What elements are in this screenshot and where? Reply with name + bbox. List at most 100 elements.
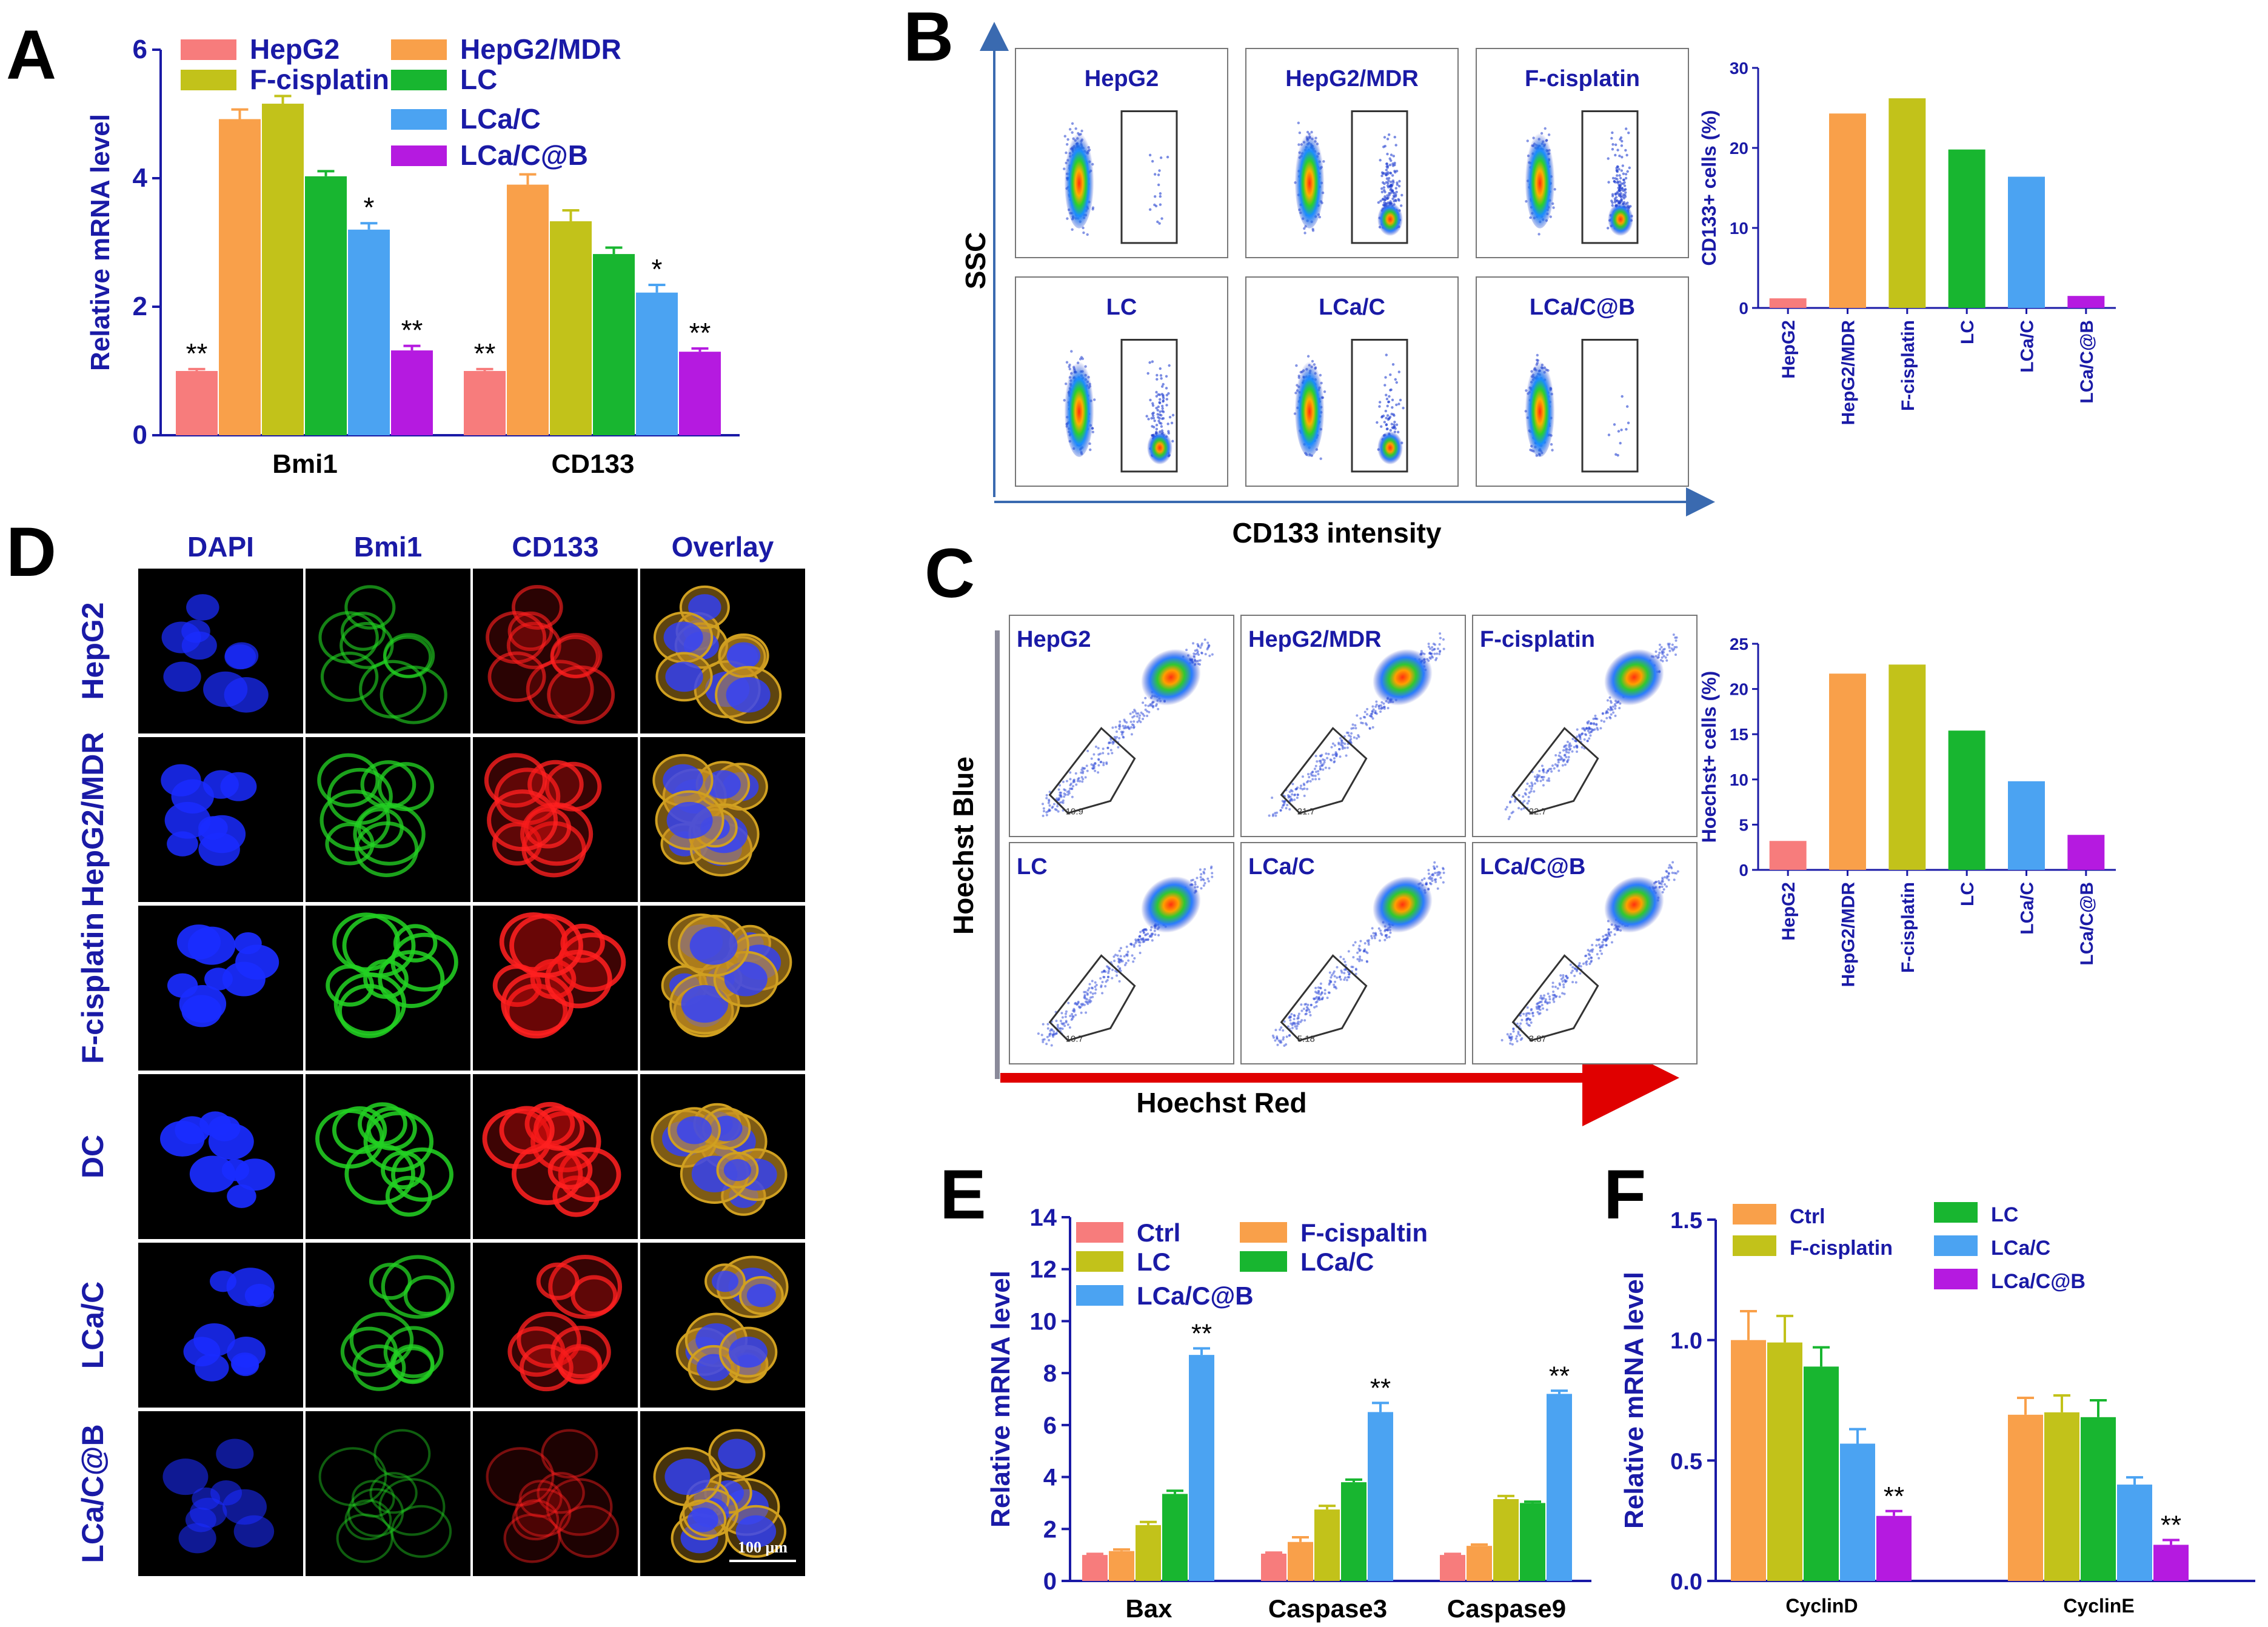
event-dot bbox=[1566, 748, 1569, 751]
event-dot bbox=[1556, 987, 1559, 990]
x-tick-label: HepG2/MDR bbox=[1839, 320, 1859, 426]
event-dot bbox=[1132, 724, 1135, 727]
event-dot bbox=[1668, 646, 1671, 649]
y-tick-label: 0 bbox=[1739, 861, 1748, 880]
event-dot bbox=[1104, 984, 1107, 987]
event-dot bbox=[1673, 878, 1676, 881]
event-dot bbox=[1528, 1018, 1531, 1021]
event-dot bbox=[1563, 992, 1566, 995]
event-dot bbox=[1617, 183, 1621, 186]
event-dot bbox=[1308, 775, 1311, 778]
nucleus bbox=[210, 1271, 237, 1292]
event-dot bbox=[1330, 980, 1333, 983]
event-dot bbox=[1591, 948, 1594, 951]
event-dot bbox=[1299, 1020, 1302, 1023]
nucleus bbox=[216, 1438, 254, 1469]
event-dot bbox=[1211, 653, 1214, 656]
event-dot bbox=[1600, 719, 1603, 722]
legend-swatch bbox=[1934, 1235, 1978, 1256]
event-dot bbox=[1359, 955, 1362, 958]
event-dot bbox=[1352, 956, 1355, 959]
event-dot bbox=[1157, 393, 1160, 396]
event-dot bbox=[1122, 724, 1125, 727]
event-dot bbox=[1081, 780, 1084, 783]
event-dot bbox=[1274, 1029, 1277, 1032]
legend-label: LCa/C@B bbox=[460, 139, 588, 171]
event-dot bbox=[1564, 753, 1567, 757]
event-dot bbox=[1282, 1029, 1285, 1032]
event-dot bbox=[1561, 992, 1564, 995]
event-dot bbox=[1585, 963, 1588, 966]
event-dot bbox=[1279, 1028, 1282, 1031]
event-dot bbox=[1200, 651, 1203, 654]
significance-mark: ** bbox=[1191, 1318, 1212, 1348]
event-dot bbox=[1377, 927, 1380, 930]
cd133-signal bbox=[512, 1499, 560, 1541]
event-dot bbox=[1531, 785, 1534, 788]
event-dot bbox=[1094, 762, 1097, 765]
event-dot bbox=[1432, 874, 1435, 877]
event-dot bbox=[1317, 772, 1320, 775]
event-dot bbox=[1668, 643, 1671, 646]
event-dot bbox=[1151, 360, 1154, 363]
event-dot bbox=[1055, 1032, 1058, 1035]
event-dot bbox=[1153, 173, 1157, 176]
event-dot bbox=[1667, 875, 1670, 878]
legend-swatch bbox=[181, 39, 236, 60]
y-tick-label: 1.0 bbox=[1670, 1329, 1702, 1354]
event-dot bbox=[1330, 746, 1333, 749]
event-dot bbox=[1050, 1044, 1053, 1047]
event-dot bbox=[1106, 975, 1109, 978]
bmi1-signal bbox=[357, 807, 404, 849]
event-dot bbox=[1365, 960, 1368, 963]
bar-hepg2 bbox=[1769, 298, 1807, 308]
event-dot bbox=[1159, 374, 1163, 377]
event-dot bbox=[1579, 736, 1582, 739]
event-dot bbox=[1106, 746, 1109, 749]
event-dot bbox=[1343, 746, 1346, 749]
legend-label: LCa/C@B bbox=[1991, 1270, 2086, 1293]
event-dot bbox=[1520, 1018, 1524, 1021]
event-dot bbox=[1052, 1030, 1055, 1033]
event-dot bbox=[1539, 1012, 1542, 1015]
event-dot bbox=[1297, 1014, 1300, 1017]
event-dot bbox=[1601, 952, 1604, 955]
event-dot bbox=[1122, 735, 1125, 738]
event-dot bbox=[1148, 710, 1151, 713]
event-dot bbox=[1539, 997, 1542, 1000]
event-dot bbox=[1671, 871, 1674, 874]
event-dot bbox=[1075, 783, 1078, 786]
event-dot bbox=[1320, 991, 1323, 994]
event-dot bbox=[1333, 757, 1336, 760]
event-dot bbox=[1627, 421, 1630, 424]
event-dot bbox=[1077, 777, 1080, 780]
bar-ctrl bbox=[1731, 1340, 1766, 1581]
x-tick-label: F-cisplatin bbox=[1898, 882, 1918, 973]
event-dot bbox=[1157, 934, 1160, 937]
event-dot bbox=[1279, 1040, 1282, 1043]
event-dot bbox=[1380, 934, 1383, 937]
bar-f-cisplatin bbox=[262, 104, 304, 436]
event-dot bbox=[1522, 795, 1525, 798]
event-dot bbox=[1511, 810, 1514, 814]
micrograph-cd133 bbox=[473, 906, 638, 1071]
x-tick-label: F-cisplatin bbox=[1898, 320, 1918, 411]
event-dot bbox=[1160, 425, 1163, 428]
event-dot bbox=[1380, 425, 1383, 428]
event-dot bbox=[1268, 814, 1271, 817]
event-dot bbox=[1387, 179, 1390, 182]
nucleus bbox=[175, 1116, 210, 1144]
event-dot bbox=[1527, 1023, 1530, 1026]
event-dot bbox=[1084, 991, 1087, 994]
main-population bbox=[1141, 649, 1201, 706]
event-dot bbox=[1199, 646, 1202, 649]
event-dot bbox=[1309, 1014, 1312, 1017]
event-dot bbox=[1533, 775, 1536, 778]
event-dot bbox=[1308, 1011, 1311, 1014]
event-dot bbox=[1533, 782, 1536, 785]
event-dot bbox=[1132, 945, 1136, 948]
event-dot bbox=[1157, 707, 1160, 710]
micrograph-cd133 bbox=[473, 1411, 638, 1576]
event-dot bbox=[1282, 804, 1285, 807]
side-population-gate bbox=[1280, 727, 1368, 814]
